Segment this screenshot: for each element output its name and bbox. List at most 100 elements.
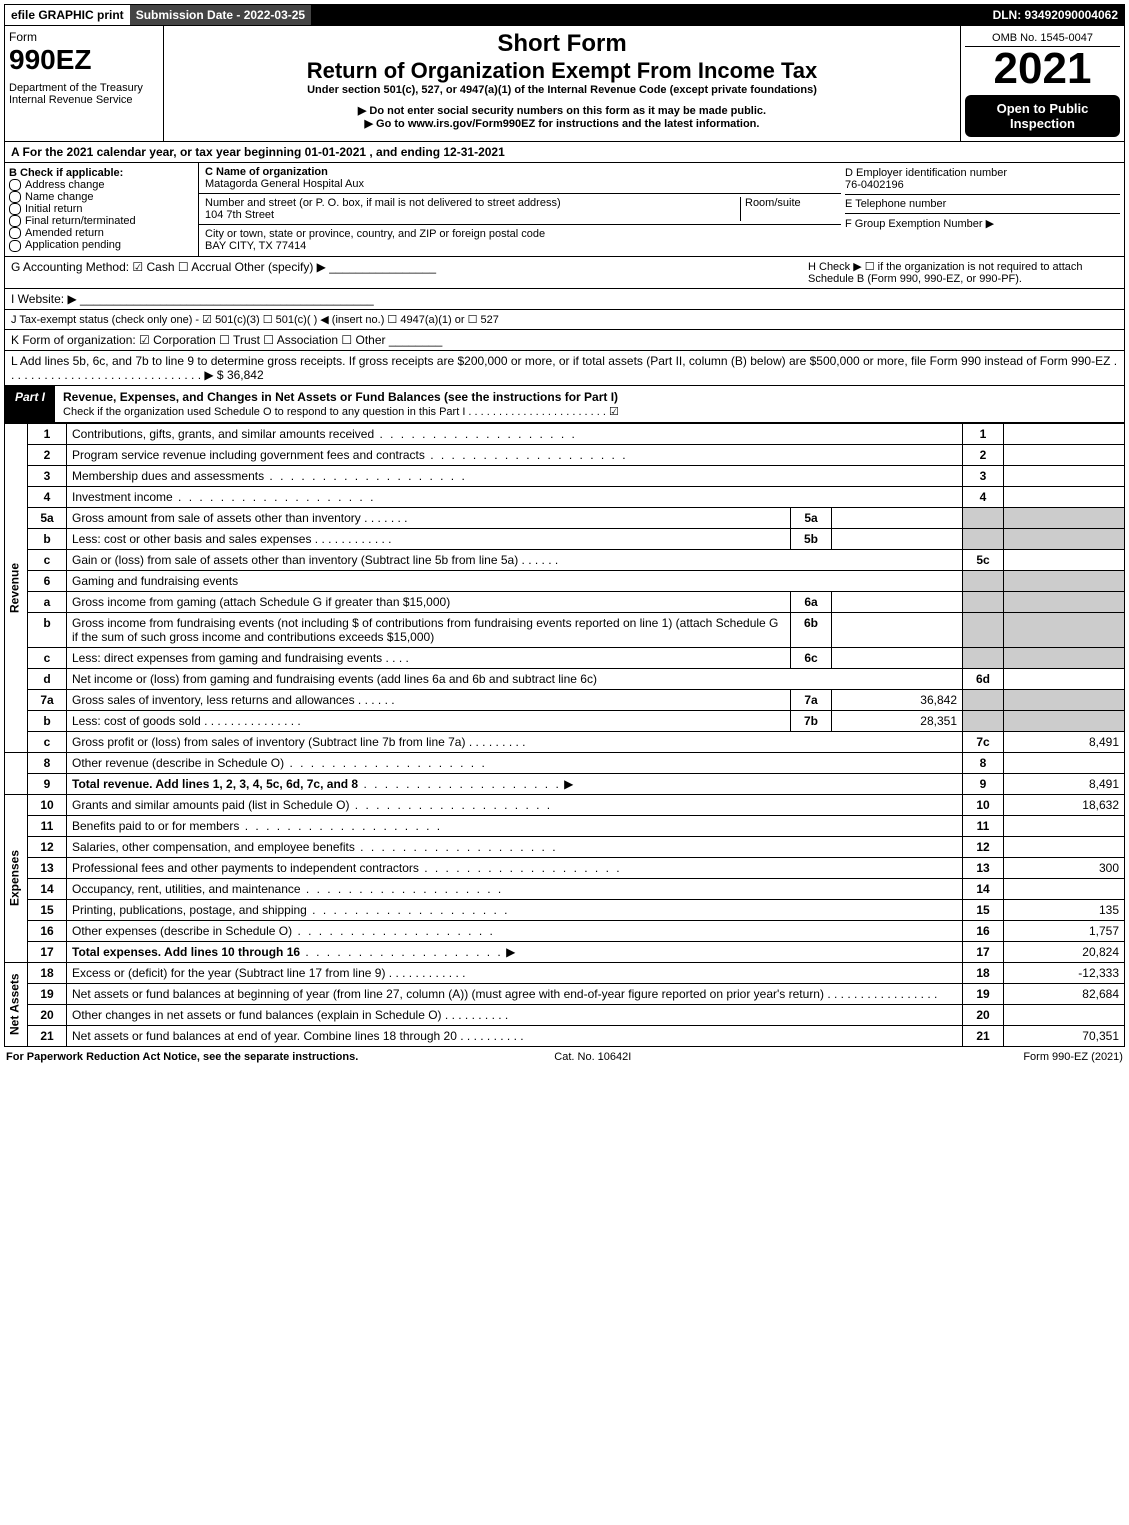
l6d-text: Net income or (loss) from gaming and fun…	[67, 668, 963, 689]
l10-r: 10	[963, 794, 1004, 815]
l12-text: Salaries, other compensation, and employ…	[72, 840, 355, 854]
l3-r: 3	[963, 465, 1004, 486]
c-room-label: Room/suite	[745, 197, 801, 209]
revenue-label: Revenue	[5, 423, 28, 752]
l7c-num: c	[28, 731, 67, 752]
l9-r: 9	[963, 773, 1004, 794]
b-final: Final return/terminated	[25, 215, 136, 227]
l21-num: 21	[28, 1025, 67, 1046]
l6a-iv	[832, 591, 963, 612]
l13-num: 13	[28, 857, 67, 878]
l5b-il: 5b	[791, 528, 832, 549]
section-b-checkboxes: B Check if applicable: Address change Na…	[5, 163, 199, 256]
org-street: 104 7th Street	[205, 209, 274, 221]
l7a-text: Gross sales of inventory, less returns a…	[72, 693, 355, 707]
l6b-num: b	[28, 612, 67, 647]
goto-link[interactable]: ▶ Go to www.irs.gov/Form990EZ for instru…	[168, 117, 956, 130]
dln: DLN: 93492090004062	[987, 5, 1124, 25]
l7c-text: Gross profit or (loss) from sales of inv…	[72, 735, 465, 749]
org-city: BAY CITY, TX 77414	[205, 240, 306, 252]
l20-num: 20	[28, 1004, 67, 1025]
footer-right: Form 990-EZ (2021)	[1023, 1051, 1123, 1063]
l16-num: 16	[28, 920, 67, 941]
ssn-warning: ▶ Do not enter social security numbers o…	[168, 104, 956, 117]
e-phone-label: E Telephone number	[845, 198, 946, 210]
tax-year: 2021	[965, 47, 1120, 91]
b-initial: Initial return	[25, 203, 82, 215]
l13-r: 13	[963, 857, 1004, 878]
l3-v	[1004, 465, 1125, 486]
c-street-label: Number and street (or P. O. box, if mail…	[205, 197, 561, 209]
part1-note: Check if the organization used Schedule …	[63, 406, 619, 418]
l6c-text: Less: direct expenses from gaming and fu…	[72, 651, 382, 665]
l9-num: 9	[28, 773, 67, 794]
l18-text: Excess or (deficit) for the year (Subtra…	[72, 966, 385, 980]
l5c-v	[1004, 549, 1125, 570]
open-public-inspection: Open to Public Inspection	[965, 95, 1120, 137]
submission-date: Submission Date - 2022-03-25	[130, 5, 311, 25]
b-addr-change: Address change	[25, 179, 105, 191]
l10-v: 18,632	[1004, 794, 1125, 815]
short-form-title: Short Form	[168, 30, 956, 58]
l19-v: 82,684	[1004, 983, 1125, 1004]
section-j-status: J Tax-exempt status (check only one) - ☑…	[4, 310, 1125, 330]
l3-text: Membership dues and assessments	[72, 469, 264, 483]
l6b-text: Gross income from fundraising events (no…	[67, 612, 791, 647]
section-a-tax-year: A For the 2021 calendar year, or tax yea…	[4, 142, 1125, 163]
efile-label: efile GRAPHIC print	[5, 5, 130, 25]
l11-num: 11	[28, 815, 67, 836]
l17-v: 20,824	[1004, 941, 1125, 962]
l5b-iv	[832, 528, 963, 549]
l20-text: Other changes in net assets or fund bala…	[72, 1008, 442, 1022]
l7b-iv: 28,351	[832, 710, 963, 731]
l19-r: 19	[963, 983, 1004, 1004]
l15-text: Printing, publications, postage, and shi…	[72, 903, 307, 917]
ein-value: 76-0402196	[845, 179, 904, 191]
page-footer: For Paperwork Reduction Act Notice, see …	[4, 1047, 1125, 1067]
part1-title: Revenue, Expenses, and Changes in Net As…	[63, 390, 618, 404]
under-section: Under section 501(c), 527, or 4947(a)(1)…	[168, 84, 956, 96]
l12-num: 12	[28, 836, 67, 857]
l5b-num: b	[28, 528, 67, 549]
section-h: H Check ▶ ☐ if the organization is not r…	[808, 260, 1118, 285]
l2-v	[1004, 444, 1125, 465]
b-pending: Application pending	[25, 239, 121, 251]
part1-tab: Part I	[5, 386, 55, 422]
net-assets-label: Net Assets	[5, 962, 28, 1046]
l5c-r: 5c	[963, 549, 1004, 570]
form-header: Form 990EZ Department of the Treasury In…	[4, 26, 1125, 142]
l2-num: 2	[28, 444, 67, 465]
l5c-num: c	[28, 549, 67, 570]
l14-num: 14	[28, 878, 67, 899]
l6a-text: Gross income from gaming (attach Schedul…	[67, 591, 791, 612]
footer-mid: Cat. No. 10642I	[554, 1051, 631, 1063]
l19-text: Net assets or fund balances at beginning…	[72, 987, 824, 1001]
irs-label: Internal Revenue Service	[9, 94, 159, 106]
l11-text: Benefits paid to or for members	[72, 819, 239, 833]
l6d-v	[1004, 668, 1125, 689]
l8-v	[1004, 752, 1125, 773]
expenses-label: Expenses	[5, 794, 28, 962]
l11-v	[1004, 815, 1125, 836]
l11-r: 11	[963, 815, 1004, 836]
org-name: Matagorda General Hospital Aux	[205, 178, 364, 190]
l15-r: 15	[963, 899, 1004, 920]
l14-text: Occupancy, rent, utilities, and maintena…	[72, 882, 301, 896]
section-l-receipts: L Add lines 5b, 6c, and 7b to line 9 to …	[4, 351, 1125, 386]
l5c-text: Gain or (loss) from sale of assets other…	[72, 553, 518, 567]
l7b-text: Less: cost of goods sold	[72, 714, 201, 728]
l5a-num: 5a	[28, 507, 67, 528]
l7a-num: 7a	[28, 689, 67, 710]
l6c-iv	[832, 647, 963, 668]
l8-num: 8	[28, 752, 67, 773]
l13-v: 300	[1004, 857, 1125, 878]
dept-treasury: Department of the Treasury	[9, 82, 159, 94]
footer-left: For Paperwork Reduction Act Notice, see …	[6, 1051, 358, 1063]
l19-num: 19	[28, 983, 67, 1004]
l18-v: -12,333	[1004, 962, 1125, 983]
l20-r: 20	[963, 1004, 1004, 1025]
b-amended: Amended return	[25, 227, 104, 239]
l2-r: 2	[963, 444, 1004, 465]
l20-v	[1004, 1004, 1125, 1025]
l7a-il: 7a	[791, 689, 832, 710]
